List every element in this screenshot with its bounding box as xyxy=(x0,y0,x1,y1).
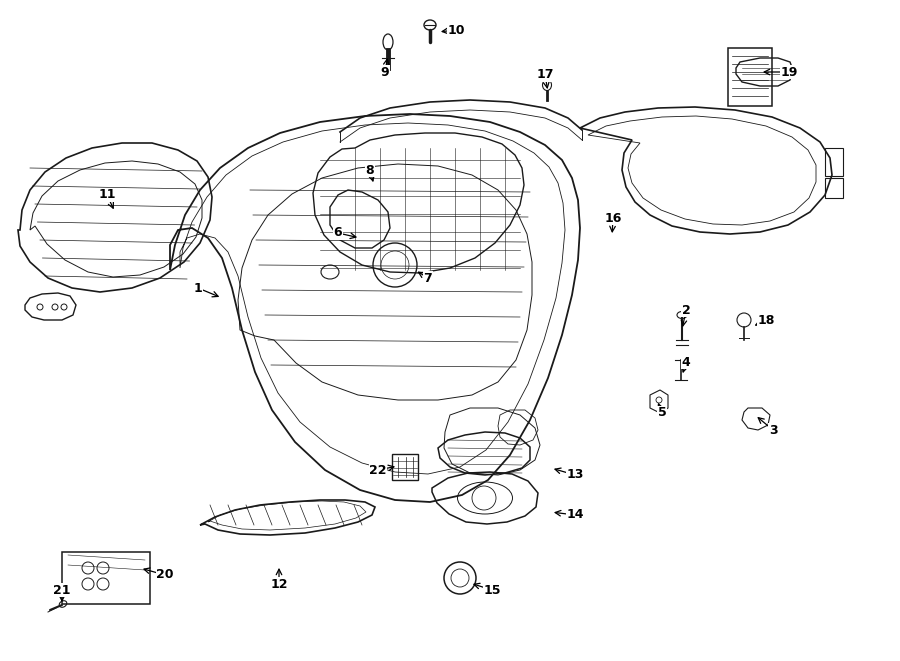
Text: 20: 20 xyxy=(157,568,174,582)
Bar xyxy=(62,552,150,604)
Bar xyxy=(825,148,843,176)
Text: 17: 17 xyxy=(536,69,554,81)
Text: 22: 22 xyxy=(369,463,387,477)
Text: 15: 15 xyxy=(483,584,500,596)
Text: 13: 13 xyxy=(566,469,584,481)
Text: 11: 11 xyxy=(98,188,116,202)
Text: 1: 1 xyxy=(194,282,202,295)
Text: 12: 12 xyxy=(270,578,288,590)
Text: 3: 3 xyxy=(769,424,778,436)
Text: 14: 14 xyxy=(566,508,584,522)
Text: 4: 4 xyxy=(681,356,690,368)
Text: 16: 16 xyxy=(604,212,622,225)
Text: 19: 19 xyxy=(780,65,797,79)
Bar xyxy=(825,178,843,198)
Text: 7: 7 xyxy=(424,272,432,284)
Bar xyxy=(728,48,772,106)
Text: 2: 2 xyxy=(681,303,690,317)
Text: 6: 6 xyxy=(334,227,342,239)
Text: 18: 18 xyxy=(757,313,775,327)
Text: 5: 5 xyxy=(658,407,666,420)
Text: 10: 10 xyxy=(447,24,464,36)
Text: 8: 8 xyxy=(365,163,374,176)
Text: 21: 21 xyxy=(53,584,71,596)
Text: 9: 9 xyxy=(381,65,390,79)
